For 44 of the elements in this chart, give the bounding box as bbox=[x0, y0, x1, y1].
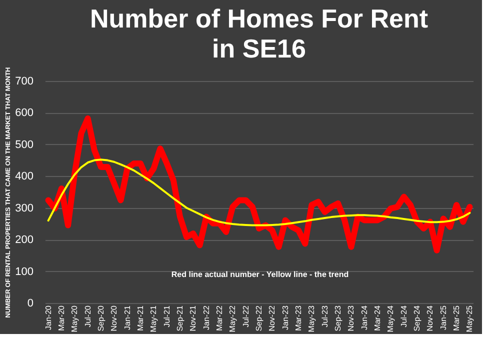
x-tick-label: Mar-21 bbox=[136, 304, 145, 331]
x-tick-label: Jul-22 bbox=[241, 304, 250, 328]
x-tick-label: Nov-20 bbox=[110, 304, 119, 332]
x-tick-label: Jan-21 bbox=[122, 304, 132, 330]
x-tick-label: Jul-23 bbox=[320, 304, 330, 328]
annotation: Red line actual number - Yellow line - the trend bbox=[171, 270, 349, 279]
y-tick-label: 300 bbox=[15, 202, 34, 214]
x-tick-label: Mar-24 bbox=[373, 304, 382, 331]
x-tick-label: Nov-23 bbox=[346, 304, 356, 332]
y-tick-label: 600 bbox=[15, 107, 34, 120]
x-tick-label: Sep-23 bbox=[334, 304, 343, 332]
x-tick-label: Jan-24 bbox=[360, 304, 369, 330]
line-series bbox=[47, 158, 471, 226]
x-tick-label: Sep-22 bbox=[254, 304, 264, 332]
x-tick-label: May-24 bbox=[386, 304, 396, 332]
x-tick-label: Mar-23 bbox=[294, 304, 304, 331]
x-tick-label: Nov-21 bbox=[188, 304, 198, 332]
x-tick-label: Jul-20 bbox=[83, 304, 92, 328]
x-tick-label: Jan-25 bbox=[438, 304, 448, 330]
x-tick-label: Sep-24 bbox=[412, 304, 422, 332]
x-tick-label: Jan-23 bbox=[280, 304, 290, 330]
y-tick-label: 500 bbox=[15, 138, 34, 151]
x-tick-label: May-22 bbox=[228, 304, 238, 332]
x-tick-label: Mar-22 bbox=[214, 304, 224, 331]
x-tick-label: Sep-21 bbox=[175, 304, 184, 332]
x-tick-label: Sep-20 bbox=[96, 304, 106, 332]
y-tick-label: 700 bbox=[15, 76, 34, 88]
x-tick-label: May-23 bbox=[307, 304, 316, 332]
x-tick-label: Mar-25 bbox=[452, 304, 462, 331]
x-tick-label: Nov-22 bbox=[268, 304, 277, 332]
x-tick-label: Jul-21 bbox=[162, 304, 172, 328]
chart-title: Number of Homes For Rent in SE16 bbox=[90, 4, 428, 64]
x-tick-label: Jul-24 bbox=[399, 304, 408, 328]
x-tick-label: Jan-22 bbox=[202, 304, 211, 330]
x-tick-label: May-25 bbox=[465, 304, 474, 332]
y-tick-label: 100 bbox=[15, 266, 34, 278]
x-tick-label: May-20 bbox=[70, 304, 80, 332]
y-tick-label: 200 bbox=[15, 234, 34, 246]
x-tick-label: Mar-20 bbox=[56, 304, 66, 331]
x-tick-label: Nov-24 bbox=[426, 304, 435, 332]
y-tick-label: 0 bbox=[27, 298, 34, 310]
y-tick-label: 400 bbox=[15, 170, 34, 183]
x-tick-label: Jan-20 bbox=[44, 304, 53, 330]
x-tick-label: May-21 bbox=[149, 304, 158, 332]
